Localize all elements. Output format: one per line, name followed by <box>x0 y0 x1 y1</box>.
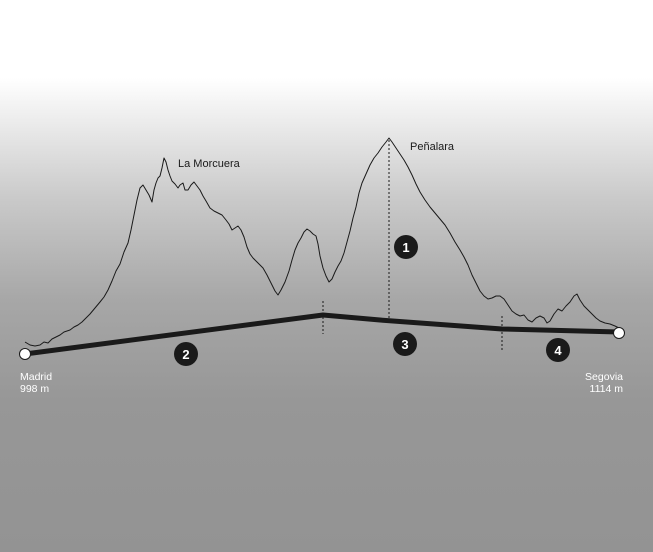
start-name-label: Madrid <box>20 371 52 383</box>
route-line <box>22 312 622 357</box>
peak-label-penalara: Peñalara <box>410 141 455 153</box>
marker-2-label: 2 <box>182 347 189 362</box>
end-name-label: Segovia <box>585 371 623 383</box>
start-point-marker <box>19 348 31 360</box>
marker-1-label: 1 <box>402 240 409 255</box>
end-elevation-label: 1114 m <box>590 383 624 395</box>
peak-label-la-morcuera: La Morcuera <box>178 158 241 170</box>
marker-4: 4 <box>546 338 570 362</box>
marker-3-label: 3 <box>401 337 408 352</box>
marker-1: 1 <box>394 235 418 259</box>
marker-2: 2 <box>174 342 198 366</box>
start-elevation-label: 998 m <box>20 383 49 395</box>
end-point-marker <box>613 327 625 339</box>
marker-4-label: 4 <box>554 343 562 358</box>
marker-3: 3 <box>393 332 417 356</box>
elevation-profile-line <box>24 137 620 347</box>
